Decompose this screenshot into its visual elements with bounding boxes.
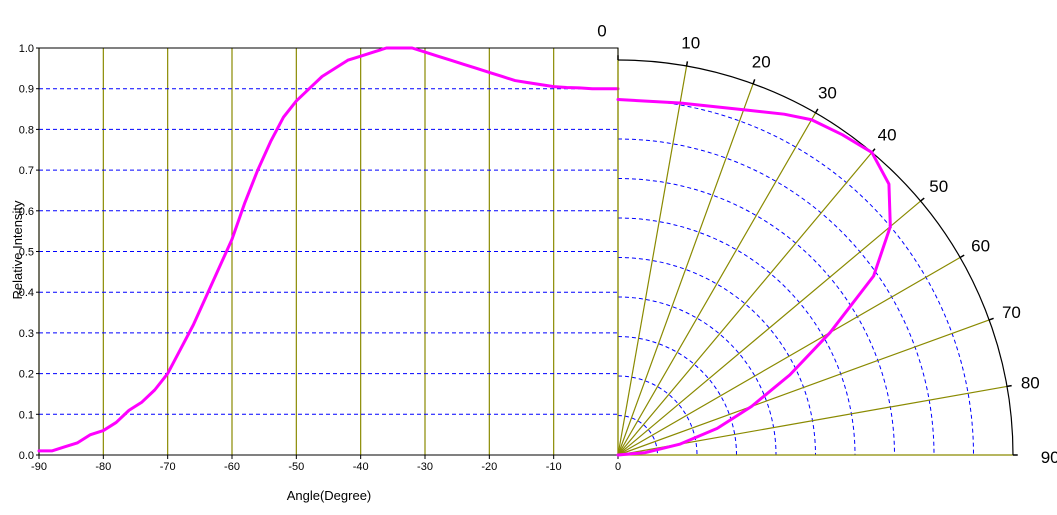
polar-ring: [617, 217, 856, 456]
polar-angle-label: 40: [878, 125, 897, 144]
y-tick-label: 0.7: [19, 165, 34, 177]
polar-ring: [617, 257, 816, 456]
polar-tick-mark: [988, 317, 994, 321]
y-tick-label: 0.4: [19, 287, 34, 299]
polar-tick-mark: [920, 197, 925, 202]
y-tick-label: 1.0: [19, 43, 34, 55]
polar-ring: [617, 296, 777, 456]
x-axis-label: Angle(Degree): [287, 488, 372, 503]
polar-angle-label: 0: [597, 21, 606, 40]
y-tick-label: 0.3: [19, 328, 34, 340]
polar-tick-mark: [1006, 384, 1012, 388]
x-tick-label: -70: [160, 461, 176, 473]
y-tick-label: 0.5: [19, 247, 34, 259]
y-tick-label: 0.9: [19, 84, 34, 96]
polar-spoke: [617, 83, 754, 456]
y-axis-label: Relative Intensity: [10, 200, 25, 299]
x-tick-label: -80: [95, 461, 111, 473]
polar-tick-mark: [814, 108, 819, 114]
polar-tick-mark: [959, 254, 965, 259]
polar-spoke: [617, 152, 873, 456]
x-tick-label: -90: [31, 461, 47, 473]
polar-angle-label: 10: [681, 34, 700, 53]
polar-spoke: [617, 65, 688, 456]
polar-ring: [617, 336, 737, 456]
y-tick-label: 0.1: [19, 409, 34, 421]
polar-ring: [617, 415, 658, 456]
y-tick-label: 0.6: [19, 206, 34, 218]
polar-angle-label: 90: [1041, 448, 1057, 467]
y-tick-label: 0.0: [19, 450, 34, 462]
polar-outer-arc: [617, 59, 1014, 456]
x-tick-label: -40: [353, 461, 369, 473]
y-tick-label: 0.8: [19, 124, 34, 136]
polar-plot: 0 10 20 30 40 50 60 70 80 90: [597, 21, 1057, 467]
x-tick-label: -30: [417, 461, 433, 473]
polar-angle-label: 50: [929, 177, 948, 196]
polar-tick-mark: [752, 79, 756, 85]
x-tick-label: -10: [546, 461, 562, 473]
x-tick-label: -20: [481, 461, 497, 473]
polar-angle-label: 20: [752, 53, 771, 72]
x-tick-label: -50: [288, 461, 304, 473]
polar-tick-mark: [685, 61, 689, 67]
intensity-line: [37, 46, 620, 453]
x-tick-label: -60: [224, 461, 240, 473]
polar-ring: [617, 375, 698, 456]
polar-angle-label: 80: [1021, 373, 1040, 392]
cartesian-plot: -90 -80 -70 -60 -50 -40 -30 -20 -10 0 0.0 0.1 0.2 0.3…: [19, 43, 621, 473]
polar-spoke: [617, 112, 817, 456]
polar-angle-label: 60: [971, 237, 990, 256]
polar-spoke: [617, 200, 921, 456]
polar-angle-label: 30: [818, 83, 837, 102]
polar-angle-label: 70: [1002, 303, 1021, 322]
polar-ring: [617, 178, 895, 456]
x-tick-label: 0: [615, 461, 621, 473]
polar-spoke: [617, 319, 990, 456]
polar-ring: [617, 138, 935, 456]
y-tick-label: 0.2: [19, 369, 34, 381]
polar-spoke: [617, 256, 961, 456]
polar-intensity-line: [616, 98, 892, 457]
